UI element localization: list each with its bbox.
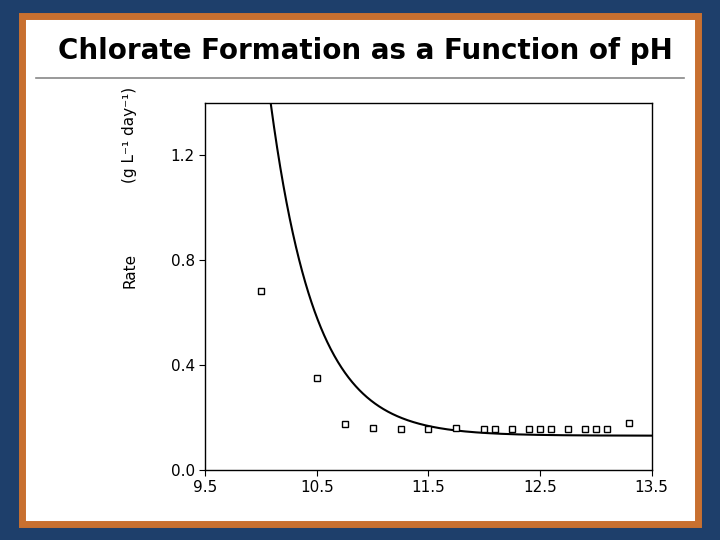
Text: (g L⁻¹ day⁻¹): (g L⁻¹ day⁻¹) <box>122 87 137 183</box>
FancyBboxPatch shape <box>22 16 698 524</box>
Text: Chlorate Formation as a Function of pH: Chlorate Formation as a Function of pH <box>58 37 672 65</box>
Text: Rate: Rate <box>122 252 137 288</box>
